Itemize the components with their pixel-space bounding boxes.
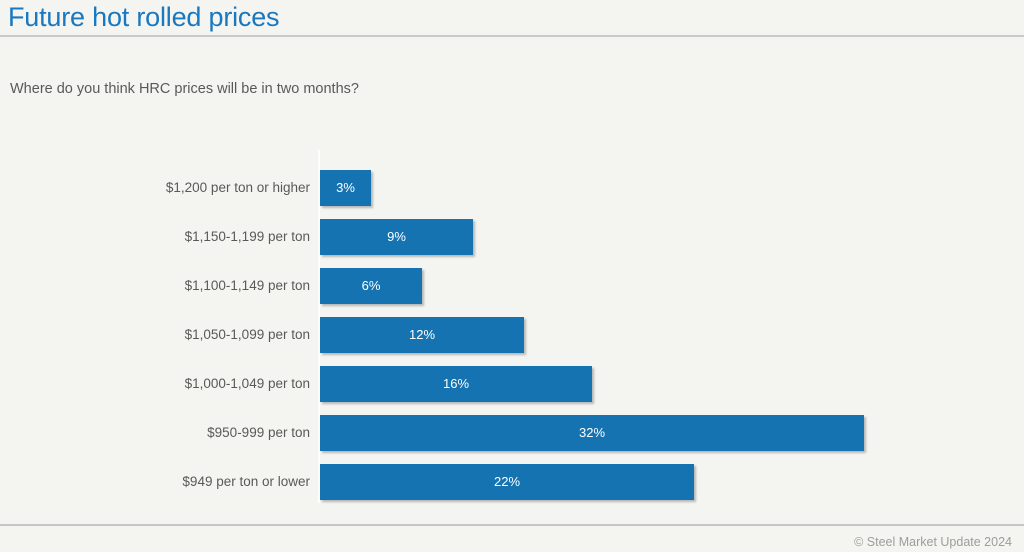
bar: 6% xyxy=(320,267,422,304)
bar-value-label: 9% xyxy=(387,229,406,244)
chart-row: $1,050-1,099 per ton 12% xyxy=(0,310,1024,359)
bar-value-label: 6% xyxy=(361,278,381,293)
bar-value-label: 3% xyxy=(336,180,355,195)
page-footer: © Steel Market Update 2024 xyxy=(0,524,1024,551)
bar-chart: $1,200 per ton or higher 3% $1,150-1,199 p… xyxy=(0,150,1024,506)
chart-row: $949 per ton or lower 22% xyxy=(0,457,1024,506)
chart-row: $950-999 per ton 32% xyxy=(0,408,1024,457)
chart-question: Where do you think HRC prices will be in… xyxy=(10,81,359,97)
chart-row: $1,200 per ton or higher 3% xyxy=(0,163,1024,212)
category-label: $1,100-1,149 per ton xyxy=(184,278,310,293)
bar: 9% xyxy=(320,218,473,255)
y-axis-line xyxy=(318,150,320,503)
bar: 32% xyxy=(320,414,864,451)
bar: 16% xyxy=(320,365,592,402)
page-title: Future hot rolled prices xyxy=(8,2,280,32)
category-label: $1,000-1,049 per ton xyxy=(184,376,310,391)
category-label: $1,200 per ton or higher xyxy=(165,180,310,195)
bar: 12% xyxy=(320,316,524,353)
chart-row: $1,150-1,199 per ton 9% xyxy=(0,212,1024,261)
category-label: $1,150-1,199 per ton xyxy=(184,229,310,244)
chart-row: $1,000-1,049 per ton 16% xyxy=(0,359,1024,408)
bar-value-label: 32% xyxy=(578,425,606,440)
bar-value-label: 22% xyxy=(493,474,521,489)
bar: 22% xyxy=(320,463,694,500)
copyright-text: © Steel Market Update 2024 xyxy=(854,535,1012,549)
bar: 3% xyxy=(320,169,371,206)
bar-value-label: 12% xyxy=(408,327,436,342)
category-label: $1,050-1,099 per ton xyxy=(184,327,310,342)
chart-row: $1,100-1,149 per ton 6% xyxy=(0,261,1024,310)
bar-value-label: 16% xyxy=(442,376,470,391)
category-label: $950-999 per ton xyxy=(207,425,310,440)
page-header: Future hot rolled prices xyxy=(0,0,1024,37)
chart-rows: $1,200 per ton or higher 3% $1,150-1,199 p… xyxy=(0,163,1024,506)
category-label: $949 per ton or lower xyxy=(182,474,310,489)
